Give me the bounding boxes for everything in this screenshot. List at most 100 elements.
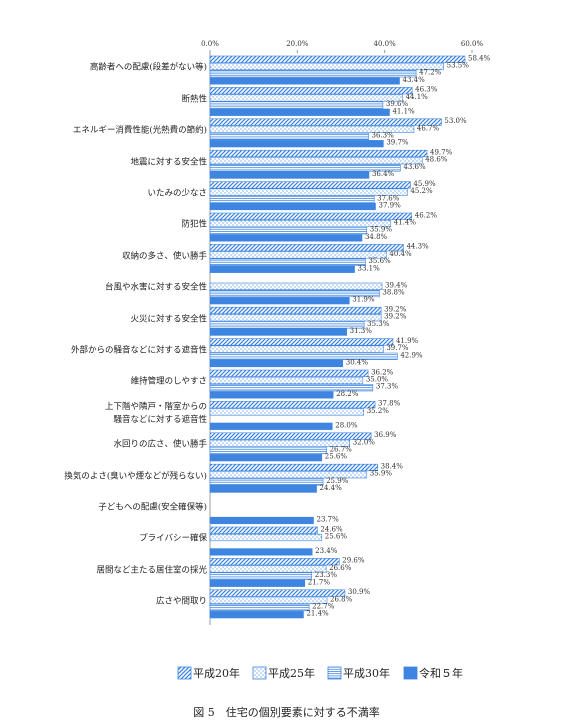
bar [209, 359, 344, 368]
value-label: 31.9% [352, 296, 375, 304]
value-label: 39.6% [386, 100, 409, 108]
category-label: 断熱性 [181, 94, 207, 105]
bar [209, 306, 382, 315]
value-label: 34.8% [365, 233, 388, 241]
value-label: 41.4% [394, 219, 417, 227]
category-label: 台風や水害に対する安全性 [104, 282, 207, 293]
category-label: いたみの少なさ [147, 188, 207, 199]
bar [209, 526, 318, 534]
bar [209, 384, 374, 392]
value-label: 35.6% [368, 257, 391, 265]
value-label: 39.2% [384, 313, 407, 321]
bar [209, 77, 400, 85]
bar [209, 328, 347, 336]
value-label: 44.3% [406, 243, 429, 251]
bar [209, 195, 375, 203]
value-label: 30.9% [348, 588, 371, 596]
bar [209, 258, 366, 266]
bar [209, 558, 340, 566]
value-label: 45.2% [410, 187, 433, 195]
value-label: 23.4% [315, 547, 338, 555]
value-label: 37.8% [378, 400, 401, 408]
value-label: 21.4% [306, 610, 329, 618]
category-label: 居間など主たる居住室の採光 [96, 565, 207, 576]
bar [209, 572, 313, 580]
bar [209, 171, 370, 179]
value-label: 35.0% [366, 376, 389, 384]
legend-label: 平成30年 [343, 667, 390, 680]
bar [209, 338, 394, 346]
value-label: 24.6% [320, 525, 343, 533]
value-label: 38.4% [381, 463, 404, 471]
value-label: 28.2% [336, 390, 359, 398]
bar [209, 188, 408, 196]
bar [209, 101, 384, 109]
bar [209, 125, 415, 133]
value-label: 53.5% [447, 62, 470, 70]
caption: 図 5 住宅の個別要素に対する不満率 [193, 706, 380, 719]
value-label: 21.7% [308, 578, 331, 586]
bar [209, 471, 368, 479]
value-label: 36.3% [372, 132, 395, 140]
value-label: 46.7% [417, 124, 440, 132]
value-label: 46.3% [415, 86, 438, 94]
bar [209, 94, 403, 102]
bar [209, 596, 328, 604]
bar [209, 321, 365, 329]
bar [209, 251, 387, 259]
bar [209, 157, 423, 165]
bar [209, 485, 317, 493]
bar [209, 297, 350, 305]
bar [209, 55, 466, 63]
value-label: 39.2% [384, 306, 407, 314]
bar [209, 70, 417, 78]
bar [209, 118, 442, 126]
value-label: 25.6% [325, 453, 348, 461]
value-label: 39.7% [386, 139, 409, 147]
bar [209, 548, 313, 556]
x-tick-label: 60.0% [461, 40, 484, 48]
bar [209, 62, 444, 71]
bar [209, 579, 306, 587]
category-label: 収納の多さ、使い勝手 [121, 251, 207, 262]
bar [209, 611, 304, 619]
bar [209, 345, 384, 353]
value-label: 32.0% [353, 438, 376, 446]
bar [209, 565, 327, 573]
value-label: 30.4% [346, 359, 369, 367]
category-label: 維持管理のしやすさ [130, 376, 207, 387]
bar [209, 87, 413, 95]
bar [209, 352, 398, 360]
legend-label: 令和５年 [419, 667, 463, 680]
bar [209, 376, 364, 385]
value-label: 42.9% [400, 351, 423, 359]
category-label: プライバシー確保 [139, 533, 207, 544]
value-label: 26.7% [330, 446, 353, 454]
value-label: 33.1% [358, 264, 381, 272]
value-label: 47.2% [419, 69, 442, 77]
value-label: 29.6% [342, 557, 365, 565]
bar [209, 282, 383, 290]
bar [209, 603, 310, 612]
value-label: 36.2% [371, 368, 394, 376]
bar [209, 589, 346, 597]
bar [209, 265, 355, 273]
value-label: 53.0% [444, 117, 467, 125]
x-tick-label: 20.0% [286, 40, 309, 48]
bar [209, 463, 378, 472]
bar [209, 149, 428, 158]
bar [209, 219, 392, 228]
bar [209, 227, 368, 235]
category-label: 水回りの広さ、使い勝手 [113, 439, 207, 450]
category-label: 火災に対する安全性 [130, 314, 207, 325]
value-label: 36.9% [374, 431, 397, 439]
value-label: 48.6% [425, 156, 448, 164]
value-label: 39.7% [386, 344, 409, 352]
bar [209, 432, 372, 440]
bar [209, 181, 411, 189]
legend-swatch [252, 666, 267, 680]
bar [209, 454, 323, 462]
value-label: 40.4% [389, 250, 412, 258]
value-label: 35.9% [370, 470, 393, 478]
value-label: 26.8% [330, 595, 353, 603]
